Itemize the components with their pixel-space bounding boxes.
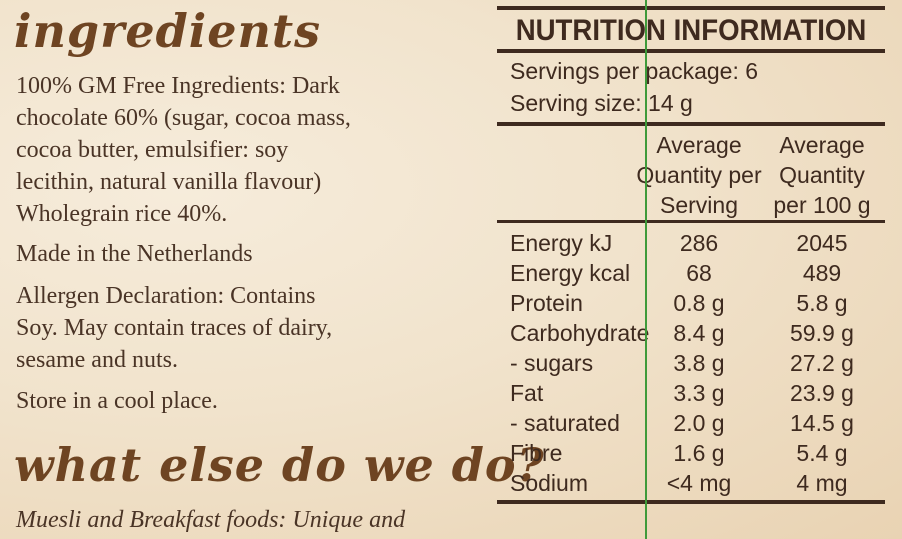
nutrient-per-100g: 5.8 g — [796, 290, 848, 316]
nutrition-row-sugars: - sugars 3.8 g 27.2 g — [497, 348, 885, 378]
nutrient-per-serving: 286 — [679, 230, 719, 256]
serving-size: Serving size: 14 g — [510, 90, 693, 116]
nutrient-label: Energy kJ — [510, 230, 613, 256]
nutrient-per-100g: 14.5 g — [790, 410, 854, 436]
nutrient-per-100g: 5.4 g — [796, 440, 848, 466]
allergen-line: Allergen Declaration: Contains — [16, 283, 316, 309]
nutrient-per-100g: 489 — [802, 260, 842, 286]
nutrition-bottom-rule — [497, 500, 885, 504]
nutrient-per-100g: 59.9 g — [790, 320, 854, 346]
nutrient-label: - saturated — [510, 410, 620, 436]
nutrition-row-saturated: - saturated 2.0 g 14.5 g — [497, 408, 885, 438]
allergen-declaration: Allergen Declaration: Contains Soy. May … — [16, 280, 486, 376]
column-header-line: Average — [656, 132, 742, 158]
column-header-line: Quantity — [779, 162, 865, 188]
nutrient-label: - sugars — [510, 350, 594, 376]
nutrient-label: Protein — [510, 290, 583, 316]
ingredients-line: chocolate 60% (sugar, cocoa mass, — [16, 105, 351, 131]
ingredients-line: 100% GM Free Ingredients: Dark — [16, 73, 340, 99]
nutrient-per-100g: 23.9 g — [790, 380, 854, 406]
nutrient-per-serving: 3.8 g — [673, 350, 725, 376]
footer-text: Muesli and Breakfast foods: Unique and — [16, 507, 406, 533]
nutrition-row-carbohydrate: Carbohydrate 8.4 g 59.9 g — [497, 318, 885, 348]
nutrient-label: Carbohydrate — [510, 320, 650, 346]
nutrition-row-sodium: Sodium <4 mg 4 mg — [497, 468, 885, 498]
nutrient-label: Fat — [510, 380, 544, 406]
ingredients-line: cocoa butter, emulsifier: soy — [16, 137, 289, 163]
nutrient-per-serving: 8.4 g — [673, 320, 725, 346]
servings-per-package: Servings per package: 6 — [510, 58, 759, 84]
storage-instruction: Store in a cool place. — [16, 388, 218, 414]
nutrient-per-100g: 4 mg — [796, 470, 848, 496]
nutrition-row-fibre: Fibre 1.6 g 5.4 g — [497, 438, 885, 468]
nutrition-header-rule — [497, 220, 885, 223]
nutrition-row-fat: Fat 3.3 g 23.9 g — [497, 378, 885, 408]
column-header-per-100g: Average Quantity per 100 g — [767, 130, 877, 220]
nutrient-per-100g: 2045 — [796, 230, 848, 256]
ingredients-line: Wholegrain rice 40%. — [16, 201, 228, 227]
nutrition-meta-rule — [497, 122, 885, 126]
nutrient-per-serving: 2.0 g — [673, 410, 725, 436]
allergen-line: sesame and nuts. — [16, 347, 178, 373]
nutrition-top-rule — [497, 6, 885, 10]
nutrient-label: Fibre — [510, 440, 563, 466]
allergen-line: Soy. May contain traces of dairy, — [16, 315, 333, 341]
nutrient-label: Energy kcal — [510, 260, 631, 286]
what-else-heading: what else do we do? — [14, 438, 545, 492]
ingredients-heading: ingredients — [14, 4, 322, 58]
column-header-line: Serving — [660, 192, 738, 218]
ingredients-line: lecithin, natural vanilla flavour) — [16, 169, 322, 195]
nutrition-row-protein: Protein 0.8 g 5.8 g — [497, 288, 885, 318]
column-header-line: per 100 g — [773, 192, 871, 218]
nutrition-title-rule — [497, 49, 885, 53]
nutrition-row-energy-kcal: Energy kcal 68 489 — [497, 258, 885, 288]
nutrition-row-energy-kj: Energy kJ 286 2045 — [497, 228, 885, 258]
column-header-line: Quantity per — [636, 162, 762, 188]
made-in-text: Made in the Netherlands — [16, 241, 253, 267]
column-header-per-serving: Average Quantity per Serving — [635, 130, 763, 220]
ingredients-list: 100% GM Free Ingredients: Dark chocolate… — [16, 70, 486, 230]
guide-line — [645, 0, 647, 539]
column-header-line: Average — [779, 132, 865, 158]
nutrient-per-serving: 68 — [686, 260, 712, 286]
nutrition-title: NUTRITION INFORMATION — [515, 14, 867, 47]
nutrition-rows: Energy kJ 286 2045 Energy kcal 68 489 Pr… — [497, 228, 885, 498]
nutrient-per-serving: 0.8 g — [673, 290, 725, 316]
nutrition-panel: NUTRITION INFORMATION Servings per packa… — [497, 6, 885, 512]
nutrient-per-serving: <4 mg — [666, 470, 732, 496]
nutrient-per-100g: 27.2 g — [790, 350, 854, 376]
nutrient-label: Sodium — [510, 470, 588, 496]
nutrient-per-serving: 3.3 g — [673, 380, 725, 406]
nutrient-per-serving: 1.6 g — [673, 440, 725, 466]
